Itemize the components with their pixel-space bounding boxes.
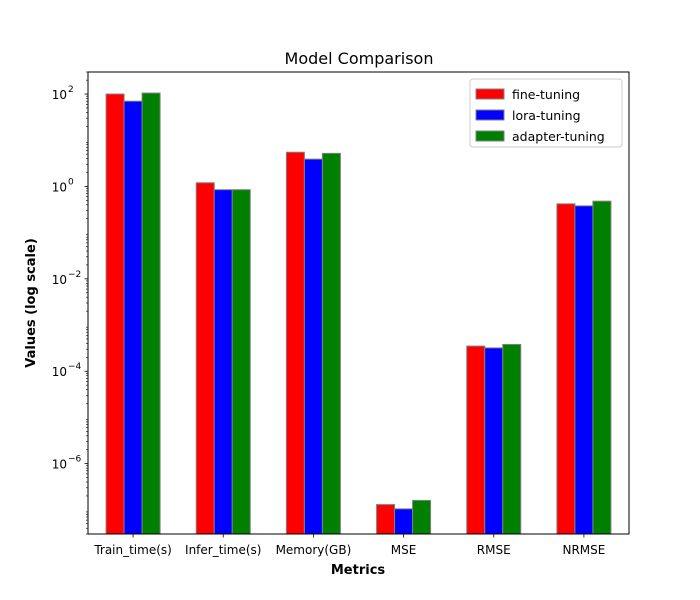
bar-fine-tuning-1 xyxy=(195,182,215,535)
bar-fine-tuning-5 xyxy=(556,203,576,535)
y-tick-label: 10 xyxy=(52,88,67,102)
bar-adapter-tuning-4 xyxy=(502,343,522,535)
bar-adapter-tuning-0 xyxy=(141,92,161,535)
y-tick-exponent: 0 xyxy=(68,177,74,187)
y-tick-label: 10 xyxy=(52,273,67,287)
y-tick-label: 10 xyxy=(52,365,67,379)
y-axis-label: Values (log scale) xyxy=(24,238,39,368)
bar-adapter-tuning-3 xyxy=(412,499,432,535)
y-tick-label: 10 xyxy=(52,180,67,194)
chart-title: Model Comparison xyxy=(285,49,434,68)
bar-fine-tuning-3 xyxy=(376,504,396,535)
bar-fine-tuning-2 xyxy=(285,151,305,535)
bar-lora-tuning-4 xyxy=(484,347,504,535)
bar-fine-tuning-0 xyxy=(105,93,125,535)
bar-lora-tuning-1 xyxy=(213,189,233,535)
x-axis-label: Metrics xyxy=(331,563,386,578)
bar-adapter-tuning-1 xyxy=(231,189,251,535)
legend-label-adapter-tuning: adapter-tuning xyxy=(512,129,605,144)
bar-adapter-tuning-2 xyxy=(321,152,341,535)
legend-swatch-fine-tuning xyxy=(475,88,505,100)
y-tick-exponent: −2 xyxy=(68,270,81,280)
legend-box xyxy=(469,78,623,148)
legend-label-lora-tuning: lora-tuning xyxy=(512,108,581,123)
bars-layer xyxy=(105,92,612,535)
x-tick-label: NRMSE xyxy=(562,543,605,557)
x-tick-label: Memory(GB) xyxy=(276,543,352,557)
bar-lora-tuning-5 xyxy=(574,205,594,535)
bar-lora-tuning-3 xyxy=(394,508,414,535)
bar-lora-tuning-2 xyxy=(303,158,323,535)
x-axis: Train_time(s) Infer_time(s) Memory(GB) MSE R… xyxy=(93,534,605,557)
x-tick-label: RMSE xyxy=(477,543,511,557)
legend: fine-tuning lora-tuning adapter-tuning xyxy=(469,78,623,148)
x-tick-label: Infer_time(s) xyxy=(185,543,261,557)
x-tick-label: Train_time(s) xyxy=(93,543,172,557)
x-tick-label: MSE xyxy=(391,543,417,557)
legend-swatch-lora-tuning xyxy=(475,109,505,121)
bar-lora-tuning-0 xyxy=(123,100,143,535)
bar-adapter-tuning-5 xyxy=(592,200,612,535)
legend-swatch-adapter-tuning xyxy=(475,130,505,142)
bar-fine-tuning-4 xyxy=(466,345,486,535)
y-tick-exponent: 2 xyxy=(68,85,74,95)
legend-label-fine-tuning: fine-tuning xyxy=(512,87,580,102)
y-tick-exponent: −6 xyxy=(68,455,82,465)
y-tick-exponent: −4 xyxy=(68,362,82,372)
y-tick-label: 10 xyxy=(52,458,67,472)
